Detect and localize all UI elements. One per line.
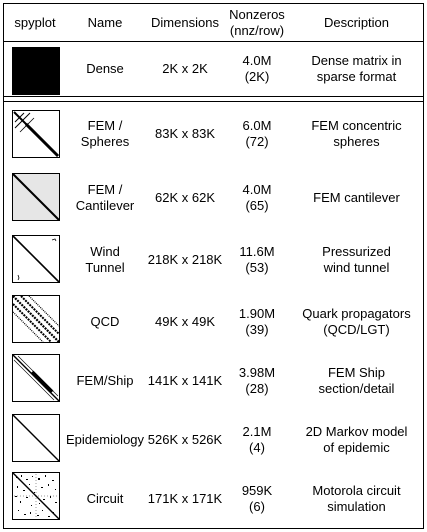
row-dimensions: 526K x 526K (147, 432, 223, 447)
double-rule-divider (4, 96, 423, 102)
row-nonzeros: 959K (6) (241, 483, 273, 514)
row-name: Dense (86, 61, 124, 76)
row-nonzeros: 11.6M (53) (239, 244, 275, 275)
row-nonzeros: 4.0M (2K) (242, 53, 272, 84)
qcd-spy-icon (12, 295, 60, 343)
table-header: spyplot Name Dimensions Nonzeros (nnz/ro… (4, 4, 423, 42)
wind-tunnel-spy-icon (12, 235, 60, 283)
row-name: FEM/Ship (76, 373, 134, 388)
row-name: Epidemiology (65, 432, 145, 447)
row-description: 2D Markov model of epidemic (305, 424, 408, 455)
row-nonzeros: 6.0M (72) (242, 118, 272, 149)
header-spyplot: spyplot (14, 15, 56, 30)
matrix-table: spyplot Name Dimensions Nonzeros (nnz/ro… (3, 3, 424, 529)
row-name: FEM / Spheres (80, 118, 130, 149)
row-nonzeros: 1.90M (39) (238, 305, 276, 337)
row-description: FEM cantilever (313, 189, 400, 205)
fem-cantilever-spy-icon (12, 173, 60, 221)
row-dimensions: 49K x 49K (155, 313, 215, 329)
header-description: Description (323, 15, 390, 30)
row-description: Motorola circuit simulation (312, 483, 401, 514)
header-name: Name (87, 15, 123, 30)
fem-ship-spy-icon (12, 354, 60, 402)
row-name: Circuit (86, 491, 124, 506)
epidemiology-spy-icon (12, 414, 60, 462)
row-dimensions: 218K x 218K (147, 252, 223, 267)
row-dimensions: 83K x 83K (155, 126, 215, 141)
row-dimensions: 2K x 2K (162, 61, 208, 76)
header-dimensions: Dimensions (151, 15, 219, 30)
row-name: QCD (90, 313, 120, 329)
row-name: Wind Tunnel (85, 244, 125, 275)
row-description: Quark propagators (QCD/LGT) (302, 305, 411, 337)
row-name: FEM / Cantilever (75, 181, 135, 213)
row-description: FEM Ship section/detail (318, 365, 395, 396)
header-nonzeros: Nonzeros (nnz/row) (229, 7, 285, 38)
row-description: FEM concentric spheres (311, 118, 402, 149)
row-description: Pressurized wind tunnel (322, 244, 391, 275)
row-nonzeros: 2.1M (4) (242, 424, 272, 455)
row-dimensions: 171K x 171K (147, 491, 223, 506)
circuit-spy-icon (12, 472, 60, 520)
fem-spheres-spy-icon (12, 110, 60, 158)
row-nonzeros: 4.0M (65) (242, 181, 272, 213)
row-nonzeros: 3.98M (28) (238, 365, 276, 396)
row-dimensions: 141K x 141K (147, 373, 223, 388)
row-dimensions: 62K x 62K (155, 189, 215, 205)
dense-spy-icon (12, 47, 60, 95)
row-description: Dense matrix in sparse format (311, 53, 402, 84)
